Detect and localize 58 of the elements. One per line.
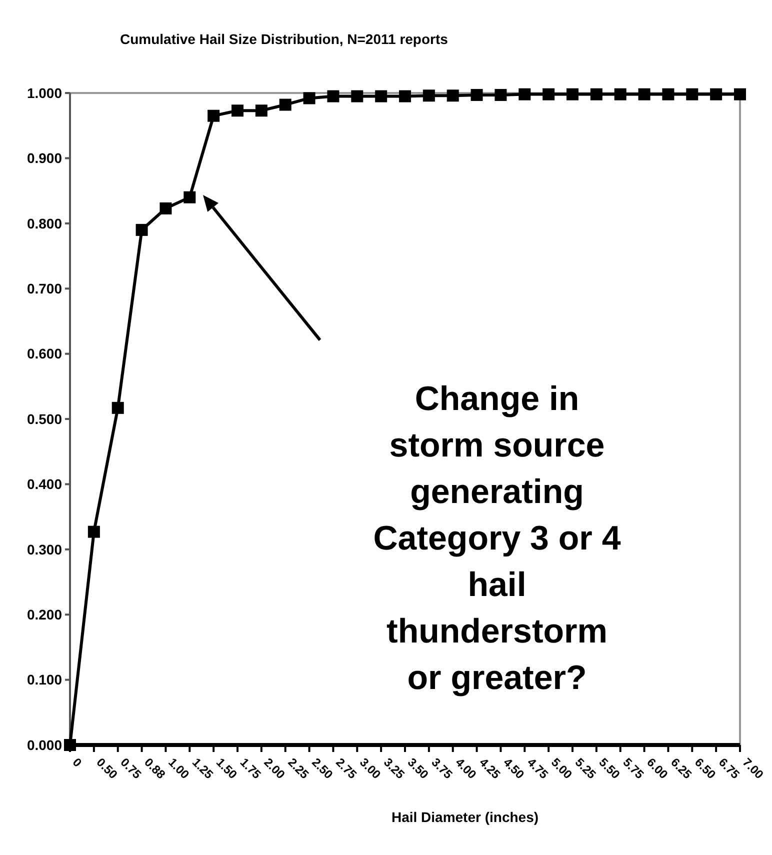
point	[590, 88, 602, 100]
chart-title: Cumulative Hail Size Distribution, N=2011 reports	[120, 31, 448, 47]
point	[136, 224, 148, 236]
x-tick-label: 4.25	[476, 755, 504, 782]
x-tick-label: 6.25	[668, 755, 695, 782]
x-tick-label: 0.75	[118, 755, 144, 782]
x-tick-label: 6.00	[644, 755, 671, 782]
x-tick-label: 0.88	[142, 755, 168, 782]
point	[638, 88, 650, 100]
point	[662, 88, 674, 100]
point	[351, 90, 364, 102]
y-tick-label: 0.300	[26, 541, 62, 558]
point	[686, 88, 698, 100]
y-tick-label: 0.600	[26, 346, 62, 362]
x-tick-label: 4.00	[452, 755, 480, 782]
point	[566, 88, 578, 100]
point	[734, 88, 746, 100]
x-tick-label: 3.50	[404, 755, 432, 782]
point	[422, 90, 435, 102]
x-tick-label: 3.00	[357, 755, 384, 782]
x-axis-title: Hail Diameter (inches)	[391, 809, 539, 825]
x-tick-label: 4.75	[524, 755, 552, 782]
point	[112, 402, 124, 414]
point	[208, 110, 220, 122]
point	[614, 88, 626, 100]
point	[710, 88, 722, 100]
point	[303, 92, 316, 104]
point	[255, 104, 268, 117]
x-tick-label: 2.50	[309, 755, 336, 782]
y-tick-label: 0.900	[26, 150, 62, 166]
annotation: Change in storm source generating Category 3 or 4 hail thunderstorm or greater?	[373, 380, 621, 697]
point	[88, 526, 100, 538]
point	[399, 90, 411, 102]
point	[184, 191, 196, 204]
y-tick-label: 0.100	[26, 672, 62, 688]
y-tick-label: 1.000	[26, 84, 62, 101]
y-tick-label: 0.200	[26, 606, 62, 622]
x-tick-label: 1.00	[166, 755, 192, 782]
point	[160, 202, 172, 214]
x-tick-label: 0	[70, 755, 85, 770]
y-tick-label: 0.700	[26, 280, 62, 296]
point	[470, 88, 483, 101]
y-tick-label: 0.400	[26, 476, 62, 492]
y-tick-label: 0.800	[26, 215, 62, 232]
point	[542, 88, 555, 100]
y-tick-label: 0.500	[26, 410, 62, 427]
point	[232, 104, 244, 117]
x-tick-label: 0.50	[94, 755, 120, 782]
point	[327, 90, 340, 102]
point	[518, 88, 531, 100]
y-tick-label: 0.000	[26, 736, 62, 753]
x-tick-label: 4.50	[500, 755, 528, 782]
point	[494, 88, 507, 101]
point	[375, 90, 388, 102]
point	[279, 98, 292, 111]
x-tick-label: 2.75	[333, 755, 360, 782]
point	[446, 90, 459, 102]
x-tick-label: 2.25	[285, 755, 312, 782]
